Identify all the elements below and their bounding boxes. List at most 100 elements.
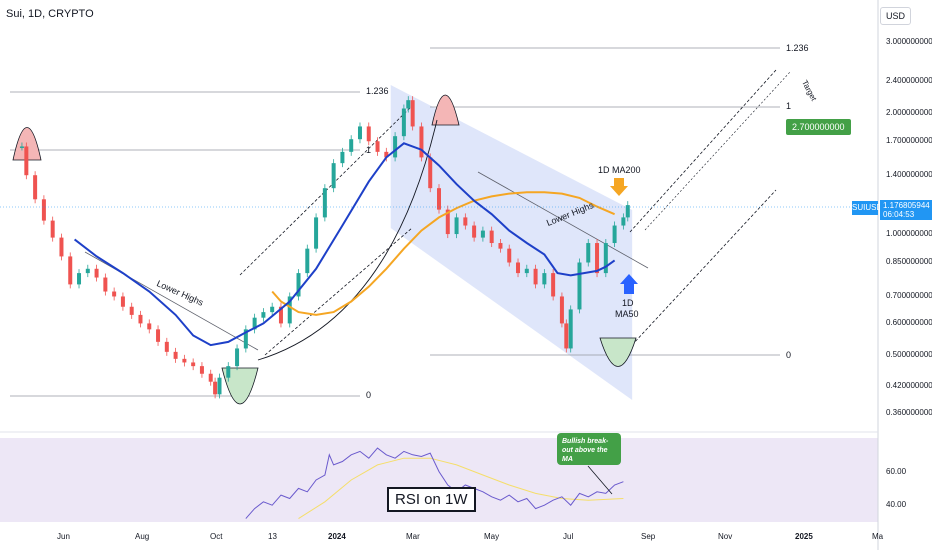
price-candle (19, 146, 24, 148)
price-candle (340, 151, 345, 164)
price-candle (147, 323, 152, 330)
price-candle (138, 314, 143, 324)
price-candle (191, 362, 196, 367)
target-price-badge: 2.700000000 (786, 119, 851, 135)
price-candle (480, 230, 485, 238)
price-candle (419, 126, 424, 158)
ma50-label-line1: 1D (622, 298, 634, 308)
price-candle (406, 100, 411, 109)
fib-right-1: 1 (786, 101, 792, 111)
current-countdown: 06:04:53 (883, 210, 915, 219)
price-candle (366, 126, 371, 142)
price-candle (603, 243, 608, 274)
current-price-badge: 1.176805944 06:04:53 (880, 200, 932, 220)
ma200-arrow (610, 178, 628, 196)
price-candle (94, 268, 99, 278)
price-candle (595, 243, 600, 274)
price-candle (564, 323, 569, 349)
price-candle (551, 273, 556, 297)
rsi-ma-line (298, 457, 624, 520)
ma200-label: 1D MA200 (598, 165, 641, 175)
price-candle (498, 243, 503, 249)
price-candle (375, 141, 380, 152)
price-candle (533, 268, 538, 285)
price-candle (270, 306, 275, 313)
price-candle (24, 146, 29, 176)
x-tick-label: Aug (135, 532, 150, 541)
price-candle (243, 329, 248, 349)
price-candle (559, 296, 564, 324)
y-tick-label: 2.400000000 (886, 75, 932, 85)
price-candle (463, 217, 468, 226)
x-tick-label: Sep (641, 532, 656, 541)
x-tick-label: 2025 (795, 532, 813, 541)
fib-left-1236: 1.236 (366, 86, 389, 96)
y-tick-label: 3.000000000 (886, 36, 932, 46)
x-tick-label: May (484, 532, 500, 541)
x-tick-label: 13 (268, 532, 277, 541)
x-tick-label: Jun (57, 532, 70, 541)
breakout-callout: Bullish break-out above the MA (557, 433, 621, 465)
price-candle (112, 291, 117, 297)
fib-right-0: 0 (786, 350, 792, 360)
x-tick-label: Ma (872, 532, 884, 541)
rising-channel-right-top (629, 69, 777, 233)
y-tick-label: 0.600000000 (886, 318, 932, 328)
top-arc-right (431, 94, 460, 126)
price-candle (173, 351, 178, 359)
price-candle (507, 248, 512, 263)
price-candle (156, 329, 161, 342)
price-candle (568, 309, 573, 349)
ma50-line (73, 142, 616, 347)
price-candle (50, 220, 55, 238)
x-tick-label: Oct (210, 532, 223, 541)
y-tick-label: 0.420000000 (886, 380, 932, 390)
y-tick-label: 0.700000000 (886, 291, 932, 301)
price-candle (59, 237, 64, 257)
price-candle (287, 296, 292, 324)
ma50-label-line2: MA50 (615, 309, 639, 319)
price-candle (401, 108, 406, 137)
price-candle (261, 312, 266, 318)
bottom-arc-left (221, 367, 259, 405)
rising-channel-right-bottom (631, 189, 777, 346)
price-candle (542, 273, 547, 285)
price-candle (278, 306, 283, 324)
price-candle (625, 205, 630, 218)
price-candle (524, 268, 529, 274)
price-candle (226, 366, 231, 378)
price-candle (437, 188, 441, 210)
x-tick-label: 2024 (328, 532, 346, 541)
price-candle (41, 199, 46, 221)
rsi-label: RSI on 1W (387, 487, 476, 512)
price-candle (410, 100, 415, 127)
price-candle (33, 175, 38, 200)
rsi-line (245, 447, 624, 519)
price-candle (472, 225, 477, 238)
currency-label[interactable]: USD (880, 7, 912, 25)
price-candle (577, 262, 582, 310)
fib-right-1236: 1.236 (786, 43, 809, 53)
price-candle (314, 217, 319, 249)
price-candle (586, 243, 591, 263)
y-tick-label: 2.000000000 (886, 107, 932, 117)
price-candle (516, 262, 521, 274)
price-candle (199, 366, 204, 374)
price-candle (331, 163, 336, 189)
target-projection (644, 71, 791, 231)
rsi-tick-label: 60.00 (886, 466, 907, 476)
x-tick-label: Nov (718, 532, 733, 541)
lower-highs-left-line (84, 251, 259, 351)
ma50-arrow (620, 274, 638, 294)
y-tick-label: 1.000000000 (886, 229, 932, 239)
price-candle (252, 317, 257, 330)
rising-channel-left-bottom (264, 227, 413, 356)
price-candle (612, 225, 617, 244)
price-candle (357, 126, 362, 140)
price-candle (384, 151, 389, 158)
price-candle (296, 273, 301, 297)
price-candle (208, 373, 213, 382)
ma200-line (271, 191, 615, 316)
